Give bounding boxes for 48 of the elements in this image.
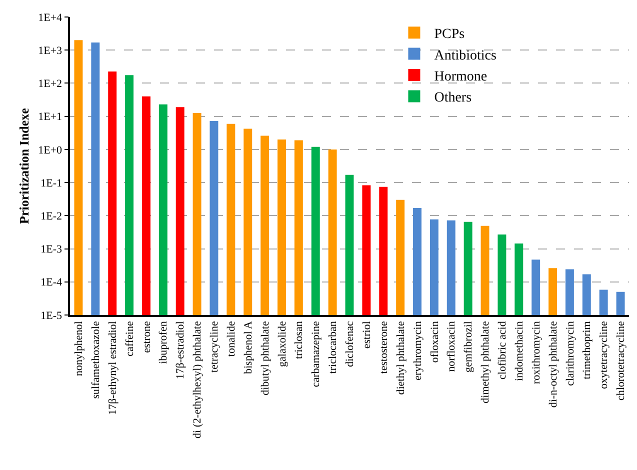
x-tick-label: triclocarban (327, 320, 340, 374)
x-tick-label: 17β-estradiol (174, 321, 187, 380)
x-tick-label: tetracycline (208, 321, 221, 372)
x-tick-label: norfloxacin (446, 320, 458, 372)
x-tick-label: caffeine (124, 321, 136, 356)
x-tick-label: diethyl phthalate (394, 321, 407, 395)
x-tick-label: roxithromycin (530, 320, 542, 384)
x-tick-label: erythromycin (412, 320, 424, 380)
x-tick-label: clarithromycin (564, 320, 576, 386)
x-tick-label: triclosan (293, 320, 306, 360)
x-tick-label: diclofenac (344, 321, 356, 367)
legend-label: Hormone (434, 69, 488, 84)
x-tick-label: nonylphenol (73, 321, 86, 376)
y-tick-label: 1E+4 (38, 12, 63, 24)
legend-label: Others (434, 90, 472, 106)
x-tick-label: ofloxacin (428, 320, 441, 363)
x-tick-label: tonalide (225, 321, 238, 357)
y-tick-label: 1E+1 (38, 111, 62, 124)
x-tick-label: gemfibrozil (462, 321, 475, 372)
y-tick-label: 1E-3 (40, 244, 63, 256)
x-tick-label: dimethyl phthalate (480, 321, 492, 404)
x-tick-label: testosterone (378, 321, 390, 374)
legend-label: PCPs (434, 27, 465, 42)
x-tick-label: sulfamethoxazole (90, 321, 102, 399)
y-tick-label: 1E+2 (38, 78, 62, 90)
x-tick-label: 17β-ethynyl estradiol (106, 321, 119, 416)
y-tick-label: 1E+3 (38, 44, 63, 57)
x-tick-label: bisphenol A (242, 321, 254, 374)
y-tick-label: 1E-2 (40, 210, 62, 223)
legend-label: Antibiotics (434, 48, 496, 64)
x-tick-label: carbamazepine (310, 321, 322, 388)
x-tick-label: galaxolide (276, 321, 288, 367)
x-tick-label: estrone (140, 321, 153, 353)
y-tick-label: 1E-4 (40, 276, 63, 289)
x-tick-label: dibutyl phthalate (259, 321, 272, 396)
x-tick-label: estriol (361, 321, 374, 349)
x-tick-label: ibuprofen (158, 320, 170, 364)
x-tick-label: clofibric acid (496, 320, 509, 380)
y-tick-label: 1E-1 (40, 177, 62, 190)
x-tick-label: chlorotetracycline (615, 321, 628, 401)
y-tick-label: 1E+0 (38, 144, 63, 156)
x-tick-label: trimethoprim (581, 320, 594, 380)
y-tick-label: 1E-5 (40, 310, 63, 322)
y-axis-title: Prioritization Indexe (16, 108, 32, 224)
x-tick-label: oxytetracycline (598, 321, 610, 389)
x-tick-label: indomethacin (513, 320, 526, 382)
x-tick-label: di (2-ethylhexyl) phthalate (192, 321, 204, 438)
x-tick-label: di-n-octyl phthalate (547, 321, 560, 408)
